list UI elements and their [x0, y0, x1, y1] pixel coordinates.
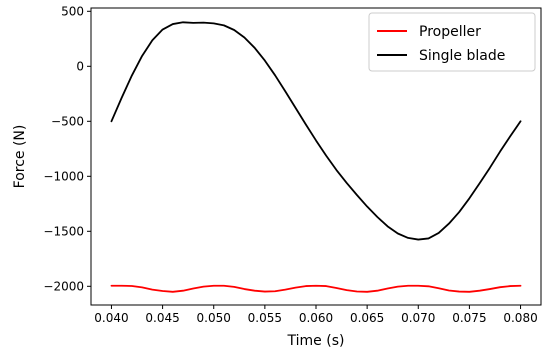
series-layer	[110, 21, 522, 293]
x-tick-label: 0.060	[299, 311, 333, 325]
series-line-single-blade	[110, 21, 522, 241]
x-tick-label: 0.065	[350, 311, 384, 325]
y-axis-ticks: 500 0 −500 −1000 −1500 −2000	[43, 4, 91, 293]
legend-label-propeller: Propeller	[419, 24, 481, 40]
legend-box	[368, 12, 536, 72]
y-tick-label: 500	[61, 4, 84, 18]
y-tick-label: −1000	[43, 169, 84, 183]
series-line-propeller	[110, 284, 522, 293]
y-tick-label: −2000	[43, 279, 84, 293]
x-tick-label: 0.040	[94, 311, 128, 325]
x-tick-label: 0.075	[452, 311, 486, 325]
x-tick-label: 0.070	[401, 311, 435, 325]
y-tick-label: −500	[51, 114, 84, 128]
x-tick-label: 0.045	[145, 311, 179, 325]
x-tick-label: 0.050	[197, 311, 231, 325]
y-tick-label: 0	[76, 59, 84, 73]
x-axis-ticks: 0.040 0.045 0.050 0.055 0.060 0.065 0.070 0.075…	[94, 305, 538, 325]
x-axis-title: Time (s)	[287, 333, 345, 349]
x-tick-label: 0.080	[503, 311, 537, 325]
y-tick-label: −1500	[43, 224, 84, 238]
y-axis-title: Force (N)	[12, 125, 28, 189]
legend-label-single-blade: Single blade	[419, 48, 505, 64]
legend: Propeller Single blade	[368, 12, 536, 72]
x-tick-label: 0.055	[248, 311, 282, 325]
